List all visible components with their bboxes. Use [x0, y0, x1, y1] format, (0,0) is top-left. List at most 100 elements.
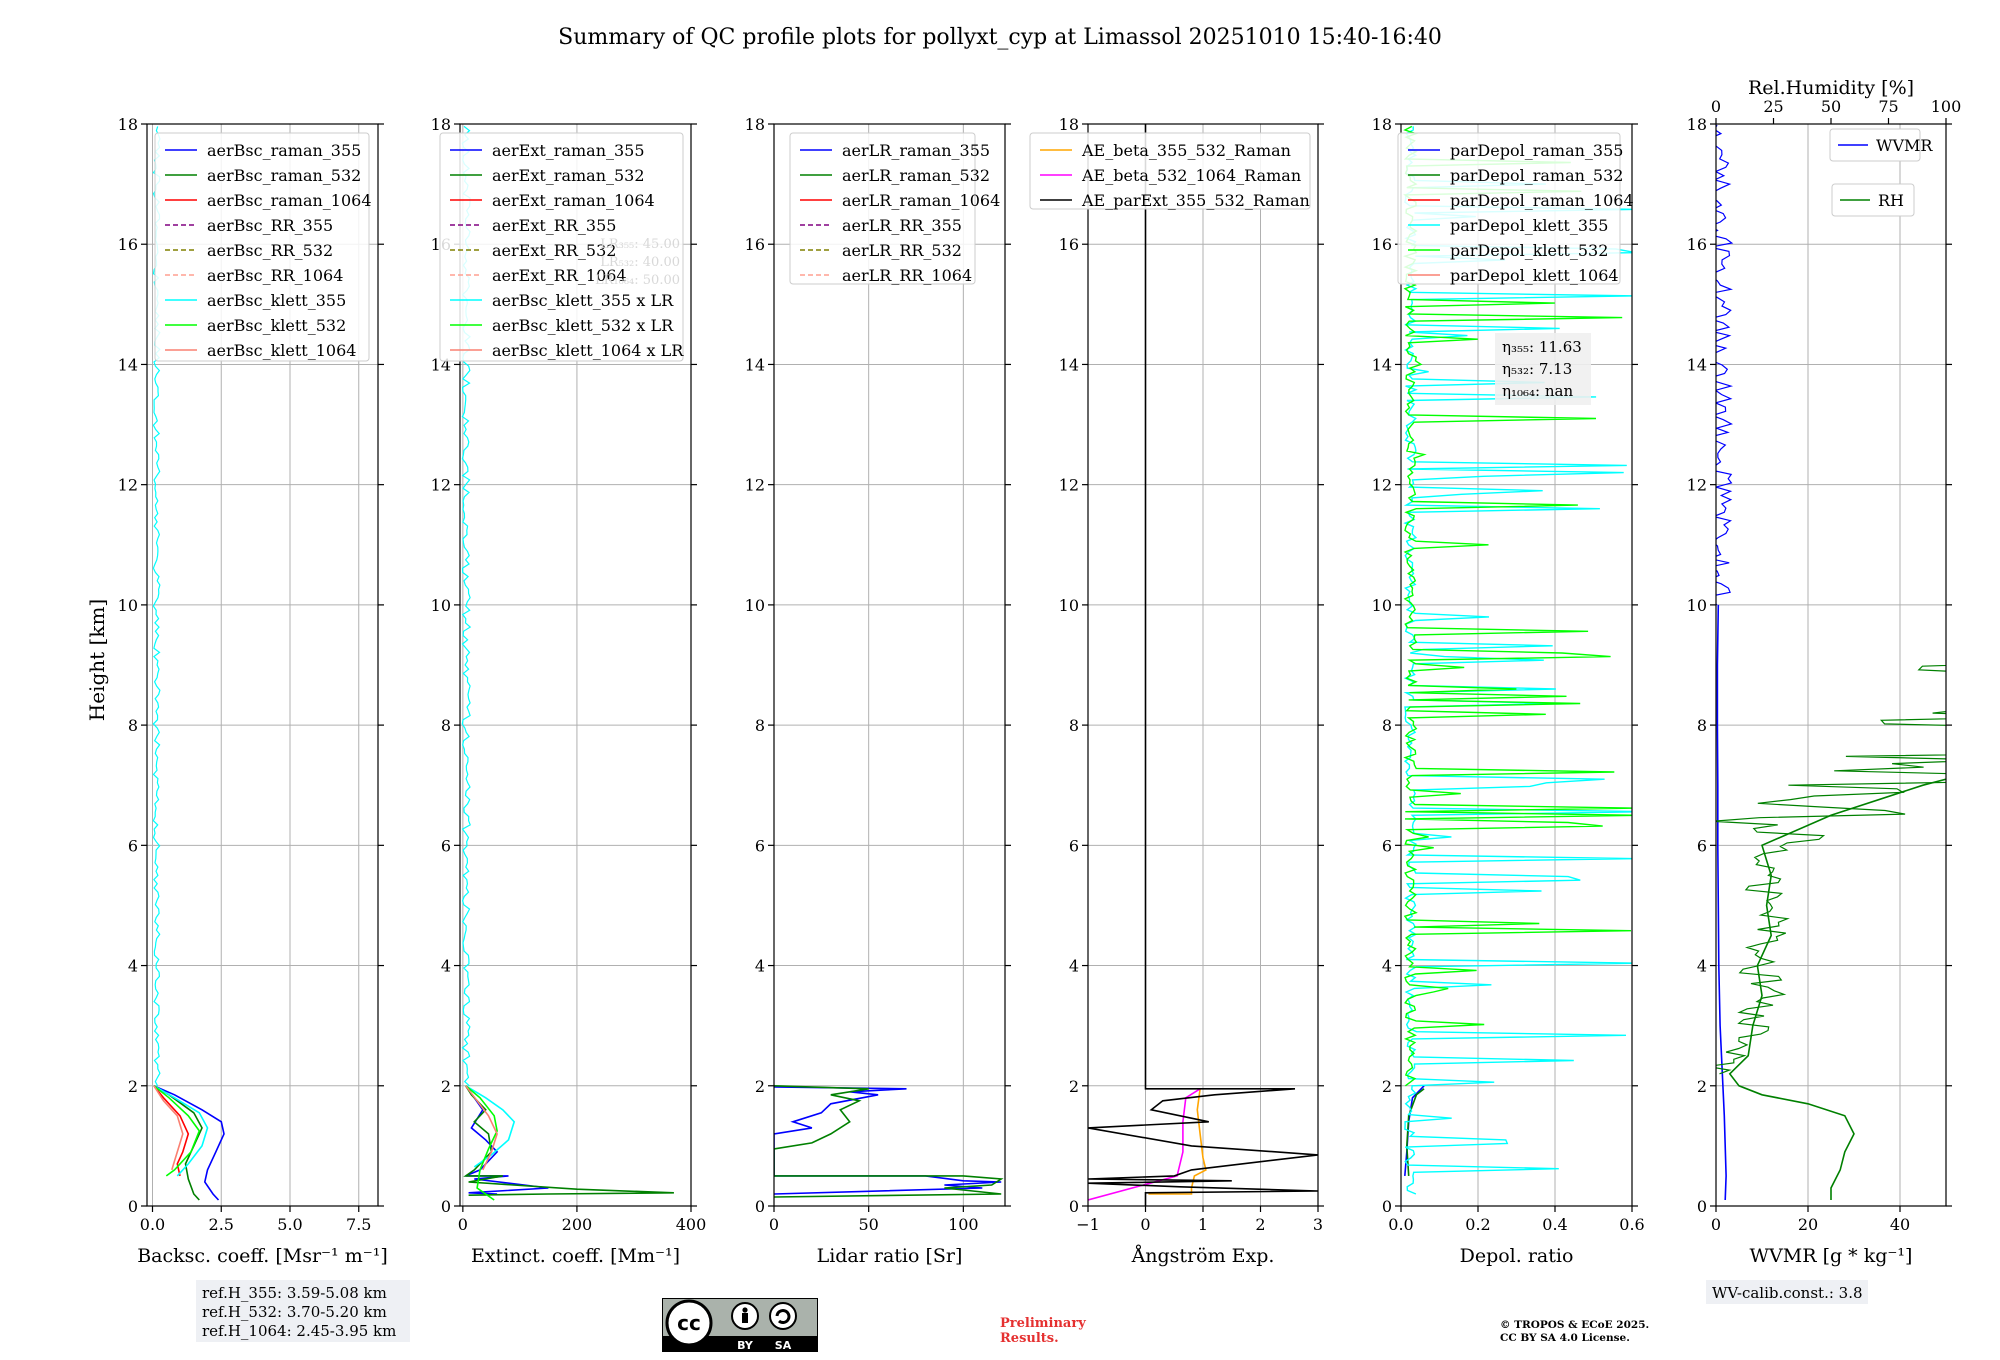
y-tick-label: 0 — [1069, 1197, 1079, 1216]
y-tick-label: 10 — [745, 596, 765, 615]
cc-sa-label: SA — [775, 1339, 792, 1352]
legend-label-aerext-rr-532: aerExt_RR_532 — [492, 241, 616, 260]
y-tick-label: 14 — [745, 355, 765, 374]
x-tick-label: 200 — [562, 1215, 593, 1234]
series-aerbsc-klett-532 — [153, 1085, 201, 1177]
series-aerbsc-raman-1064 — [153, 1085, 190, 1177]
series-aerbsc-klett-1064-x-lr — [465, 1085, 498, 1171]
legend-box — [154, 132, 370, 362]
legend-label-aerbsc-raman-355: aerBsc_raman_355 — [207, 141, 361, 160]
figure-title: Summary of QC profile plots for pollyxt_… — [558, 25, 1442, 50]
x-tick-label: 40 — [1890, 1215, 1910, 1234]
legend-label-aerbsc-klett-532: aerBsc_klett_532 — [207, 316, 346, 335]
cc-by-label: BY — [737, 1339, 754, 1352]
depol-legend: parDepol_raman_355 parDepol_raman_532 parD… — [1397, 132, 1634, 285]
y-tick-label: 8 — [1069, 716, 1079, 735]
legend-box — [1029, 132, 1311, 210]
extinction-legend: aerExt_raman_355 aerExt_raman_532 aerExt_r… — [439, 132, 684, 362]
backscatter-legend: aerBsc_raman_355 aerBsc_raman_532 aerBsc_r… — [154, 132, 372, 362]
y-tick-label: 18 — [118, 115, 138, 134]
y-tick-label: 18 — [431, 115, 451, 134]
angstrom-series — [1088, 124, 1318, 1206]
legend-label-pardepol-klett-532: parDepol_klett_532 — [1450, 241, 1608, 260]
series-rh — [1728, 778, 1946, 1200]
x-tick-label: 20 — [1798, 1215, 1818, 1234]
preliminary-results-note: Preliminary Results. — [1000, 1316, 1086, 1346]
legend-label-pardepol-klett-1064: parDepol_klett_1064 — [1450, 266, 1619, 285]
cc-by-sa-badge: cc BY SA — [662, 1298, 818, 1352]
y-tick-label: 0 — [1697, 1197, 1707, 1216]
annotation-line: ref.H_532: 3.70-5.20 km — [202, 1303, 387, 1321]
legend-label-aerbsc-rr-1064: aerBsc_RR_1064 — [207, 266, 343, 285]
legend-label-aerbsc-raman-1064: aerBsc_raman_1064 — [207, 191, 372, 210]
lidar_ratio-grid — [773, 123, 1005, 1207]
height-axis-label: Height [km] — [85, 599, 109, 721]
y-tick-label: 6 — [128, 836, 138, 855]
series-rh-variability — [1716, 664, 1946, 1075]
annotation-bg — [196, 1280, 410, 1342]
x-tick-label: 0.0 — [140, 1215, 165, 1234]
legend-label-aerlr-raman-532: aerLR_raman_532 — [842, 166, 990, 185]
x-tick-label: 400 — [676, 1215, 707, 1234]
y-tick-label: 8 — [128, 716, 138, 735]
angstrom-legend: AE_beta_355_532_Raman AE_beta_532_1064_Ra… — [1029, 132, 1311, 210]
x-tick-label: 0.4 — [1542, 1215, 1567, 1234]
angstrom-grid — [1087, 123, 1319, 1207]
eta-label: η₅₃₂: 7.13 — [1502, 360, 1572, 378]
legend-box — [1829, 128, 1921, 162]
y-tick-label: 14 — [1059, 355, 1079, 374]
x-tick-label: 5.0 — [277, 1215, 302, 1234]
series-aerbsc-klett-355 — [153, 1085, 209, 1177]
legend-box — [1397, 132, 1621, 285]
series-pardepol-klett-532-spikes — [1402, 125, 1632, 1087]
y-tick-label: 18 — [745, 115, 765, 134]
y-tick-label: 6 — [1069, 836, 1079, 855]
legend-box — [789, 132, 976, 285]
series-aerbsc-klett-1064 — [153, 1085, 184, 1171]
wvmr-series — [1716, 124, 1946, 1201]
series-aerlr-raman-532 — [774, 1085, 1004, 1198]
copyright-note: © TROPOS & ECoE 2025. CC BY SA 4.0 Licen… — [1500, 1319, 1649, 1345]
annotation-line: ref.H_355: 3.59-5.08 km — [202, 1284, 387, 1302]
y-tick-label: 6 — [1697, 836, 1707, 855]
legend-label-aerlr-raman-355: aerLR_raman_355 — [842, 141, 990, 160]
legend-label-aerext-raman-1064: aerExt_raman_1064 — [492, 191, 655, 210]
eta-label: η₁₀₆₄: nan — [1502, 382, 1573, 400]
series-ae-parext-355-532-raman — [1088, 124, 1318, 1206]
x-tick-label: 2.5 — [209, 1215, 234, 1234]
lr-label: LR₅₃₂: 40.00 — [600, 255, 680, 270]
x-tick-label: 2 — [1255, 1215, 1265, 1234]
y-tick-label: 16 — [745, 235, 765, 254]
y-tick-label: 2 — [1697, 1077, 1707, 1096]
svg-text:cc: cc — [677, 1311, 701, 1335]
y-tick-label: 14 — [118, 355, 138, 374]
y-tick-label: 2 — [755, 1077, 765, 1096]
series-pardepol-raman-532 — [1405, 1088, 1425, 1176]
x-tick-label: 1 — [1198, 1215, 1208, 1234]
copyright-line-1: © TROPOS & ECoE 2025. — [1500, 1319, 1650, 1331]
y-tick-label: 14 — [1372, 355, 1392, 374]
y-tick-label: 8 — [755, 716, 765, 735]
x-tick-label: 0 — [1711, 1215, 1721, 1234]
lidar_ratio-frame — [773, 123, 1006, 1207]
y-tick-label: 6 — [1382, 836, 1392, 855]
legend-label-aerbsc-klett-355-x-lr: aerBsc_klett_355 x LR — [492, 291, 674, 310]
y-tick-label: 16 — [1372, 235, 1392, 254]
annotation-line: ref.H_1064: 2.45-3.95 km — [202, 1322, 396, 1340]
x-tick-label: 50 — [858, 1215, 878, 1234]
lidar_ratio-x-axis-label: Lidar ratio [Sr] — [817, 1245, 963, 1267]
y-tick-label: 0 — [441, 1197, 451, 1216]
depol-frame — [1400, 123, 1633, 1207]
y-tick-label: 2 — [441, 1077, 451, 1096]
y-tick-label: 18 — [1059, 115, 1079, 134]
series-aerbsc-raman-355 — [153, 1085, 225, 1201]
lr-label: LR₁₀₆₄: 50.00 — [595, 273, 680, 288]
y-tick-label: 12 — [431, 476, 451, 495]
preliminary-line-1: Preliminary — [1000, 1316, 1086, 1331]
wvmr-x-axis-label: WVMR [g * kg⁻¹] — [1750, 1245, 1913, 1267]
y-tick-label: 6 — [441, 836, 451, 855]
legend-label-aerext-rr-1064: aerExt_RR_1064 — [492, 266, 627, 285]
